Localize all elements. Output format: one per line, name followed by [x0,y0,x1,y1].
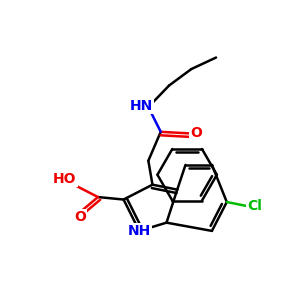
Text: NH: NH [128,224,151,238]
Text: Cl: Cl [248,199,262,213]
Text: HO: HO [53,172,77,186]
Text: HN: HN [129,99,152,113]
Text: O: O [74,210,86,224]
Text: O: O [190,127,202,140]
